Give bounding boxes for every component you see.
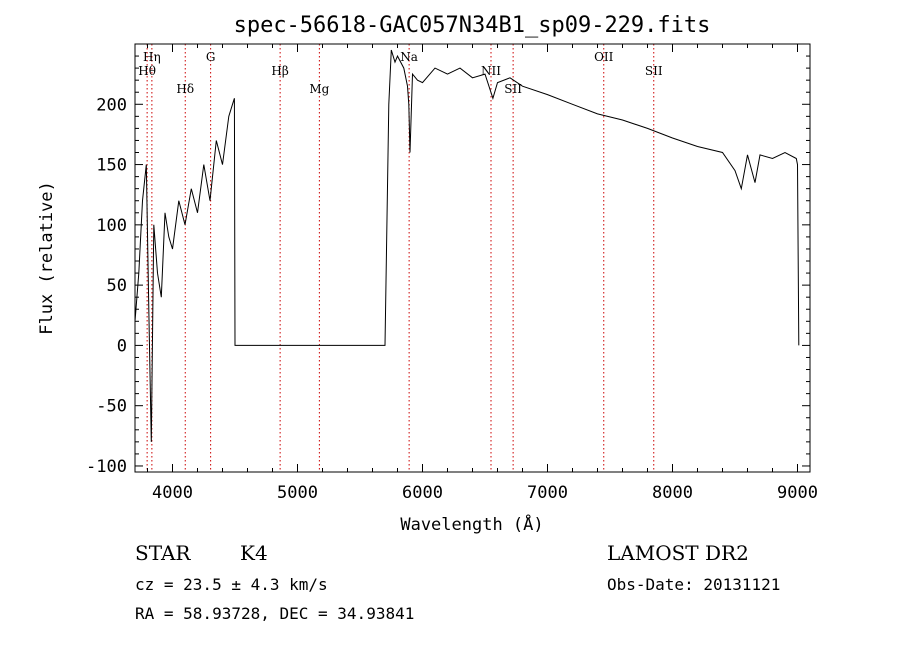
x-axis: 4000 5000 6000 7000 8000 9000 (147, 44, 818, 503)
y-tick-label: -50 (96, 397, 127, 417)
chart-title: spec-56618-GAC057N34B1_sp09-229.fits (234, 13, 711, 38)
line-marker-label: SII (645, 64, 663, 78)
y-axis: -100 -50 0 50 100 150 200 (86, 55, 810, 477)
survey-name: LAMOST DR2 (607, 541, 749, 565)
line-marker-label: Hθ (138, 64, 156, 78)
redshift-cz: cz = 23.5 ± 4.3 km/s (135, 575, 328, 594)
line-marker-label: Hβ (271, 64, 288, 78)
observation-date: Obs-Date: 20131121 (607, 575, 780, 594)
x-tick-label: 8000 (652, 483, 693, 503)
line-marker-label: Hδ (176, 82, 194, 96)
y-tick-label: 150 (96, 156, 127, 176)
y-tick-label: 50 (107, 276, 127, 296)
line-marker-label: Mg (309, 82, 329, 96)
x-tick-label: 5000 (277, 483, 318, 503)
y-axis-label: Flux (relative) (37, 181, 57, 335)
y-tick-label: 200 (96, 95, 127, 115)
plot-frame (134, 43, 811, 473)
line-marker-label: OII (594, 50, 614, 64)
line-marker-label: Na (400, 50, 418, 64)
y-tick-label: -100 (86, 457, 127, 477)
x-tick-label: 4000 (152, 483, 193, 503)
x-tick-label: 6000 (402, 483, 443, 503)
line-marker-label: SII (504, 82, 522, 96)
spectrum-line (134, 49, 800, 442)
x-tick-label: 9000 (777, 483, 818, 503)
object-subclass: K4 (240, 541, 268, 565)
x-tick-label: 7000 (527, 483, 568, 503)
line-marker-label: Hη (143, 50, 161, 64)
y-tick-label: 100 (96, 216, 127, 236)
x-axis-label: Wavelength (Å) (400, 513, 543, 535)
line-marker-label: G (206, 50, 216, 64)
line-marker-label: NII (481, 64, 501, 78)
object-class: STAR (135, 541, 191, 565)
y-tick-label: 0 (117, 336, 127, 356)
coordinates: RA = 58.93728, DEC = 34.93841 (135, 604, 414, 623)
